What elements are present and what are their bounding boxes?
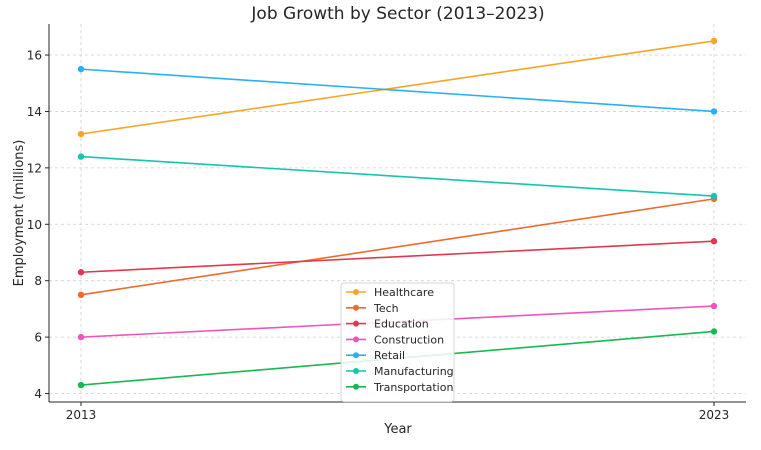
legend-label: Education (374, 318, 429, 331)
data-point-education (77, 269, 85, 276)
x-tick-label: 2023 (699, 408, 730, 422)
legend-swatch-marker (353, 352, 359, 359)
legend-swatch-marker (353, 304, 359, 311)
series-healthcare (77, 37, 718, 138)
y-tick-label: 10 (27, 218, 42, 232)
legend-swatch-marker (353, 368, 359, 374)
axis-ticks: 4 6 8 10 12 14 16 2013 2023 (27, 49, 730, 422)
series-line-tech (80, 198, 715, 296)
data-point-healthcare (77, 130, 85, 138)
legend-item-transportation: Transportation (346, 381, 453, 394)
legend-label: Healthcare (374, 286, 434, 299)
series-line-healthcare (80, 40, 715, 135)
series-retail (77, 65, 718, 115)
legend-item-retail: Retail (346, 349, 405, 362)
data-point-healthcare (710, 37, 718, 45)
series-manufacturing (77, 153, 718, 200)
data-point-retail (77, 65, 85, 73)
x-axis-label: Year (383, 422, 412, 437)
chart-title: Job Growth by Sector (2013–2023) (250, 4, 544, 24)
data-point-transportation (710, 328, 718, 335)
legend-label: Construction (374, 333, 444, 346)
legend-swatch-marker (353, 320, 359, 327)
legend-label: Transportation (373, 381, 453, 394)
x-tick-label: 2013 (66, 408, 97, 422)
series-line-retail (80, 68, 715, 113)
data-point-tech (77, 291, 85, 299)
y-axis-label: Employment (millions) (12, 140, 27, 287)
series-line-manufacturing (80, 155, 715, 197)
series-line-education (80, 240, 715, 274)
data-point-transportation (77, 381, 85, 389)
legend-swatch-marker (353, 289, 359, 295)
legend-item-education: Education (346, 318, 429, 331)
data-point-construction (710, 302, 718, 310)
data-point-manufacturing (77, 153, 85, 160)
legend-label: Tech (373, 302, 399, 315)
legend-item-manufacturing: Manufacturing (346, 365, 454, 378)
legend-item-healthcare: Healthcare (346, 286, 434, 299)
legend-swatch-marker (353, 336, 359, 343)
legend: Healthcare Tech Education Construction Retai… (340, 282, 455, 403)
data-point-construction (77, 333, 85, 341)
legend-swatch-marker (353, 383, 359, 390)
y-tick-label: 6 (34, 331, 42, 345)
y-tick-label: 16 (27, 49, 42, 63)
data-point-retail (710, 108, 718, 115)
legend-label: Manufacturing (374, 365, 454, 378)
data-point-manufacturing (710, 192, 718, 200)
legend-item-tech: Tech (346, 302, 399, 315)
y-tick-label: 14 (27, 105, 42, 119)
series-education (77, 238, 718, 276)
y-tick-label: 8 (34, 274, 42, 288)
legend-item-construction: Construction (346, 333, 444, 346)
y-tick-label: 12 (27, 161, 42, 175)
data-point-education (710, 238, 718, 245)
legend-label: Retail (374, 349, 405, 362)
legend-box (340, 282, 455, 403)
y-tick-label: 4 (34, 387, 42, 401)
